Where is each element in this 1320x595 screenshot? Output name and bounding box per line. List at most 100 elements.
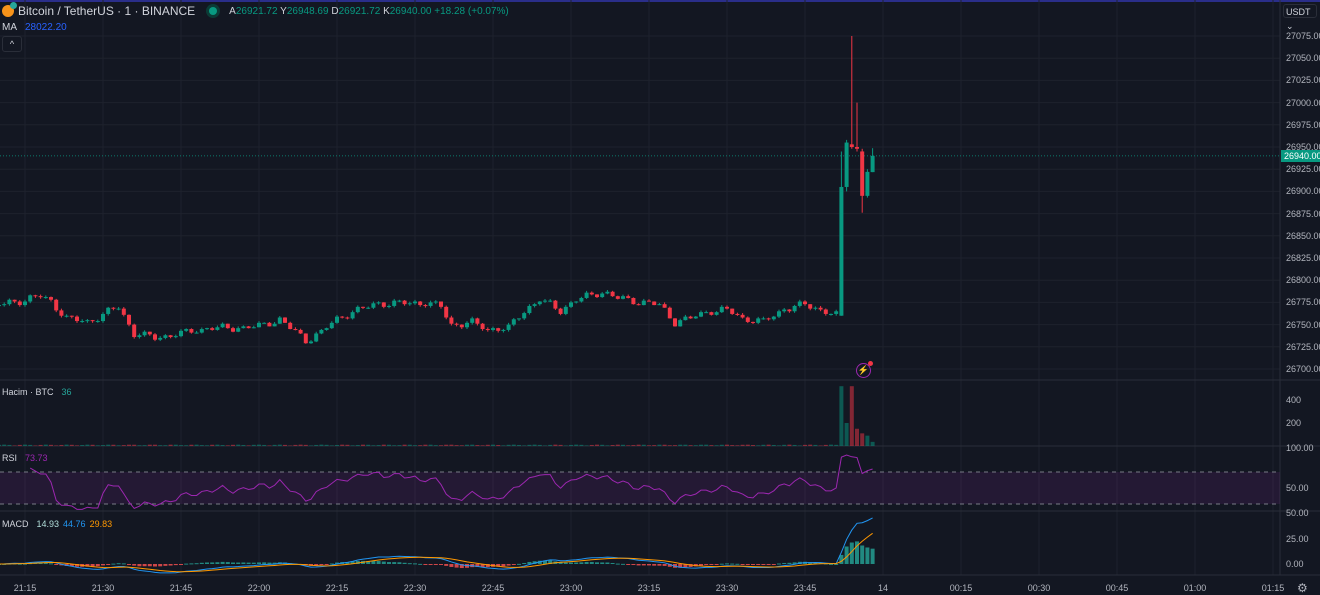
candle-body xyxy=(382,302,386,306)
volume-bar xyxy=(444,445,448,446)
candle-body xyxy=(101,314,105,321)
candle-body xyxy=(735,314,739,315)
candle-body xyxy=(507,325,511,330)
macd-histogram-bar xyxy=(782,563,786,564)
lightning-alert-icon[interactable]: ⚡ xyxy=(856,363,871,378)
candle-body xyxy=(621,296,625,299)
macd-label: MACD xyxy=(2,519,29,529)
candle-body xyxy=(80,321,84,322)
candle-body xyxy=(241,326,245,328)
price-tick: 26900.00 xyxy=(1286,186,1320,196)
macd-histogram-bar xyxy=(699,564,703,566)
volume-bar xyxy=(174,445,178,446)
macd-legend[interactable]: MACD 14.93 44.76 29.83 xyxy=(2,519,112,529)
volume-bar xyxy=(96,445,100,446)
candle-body xyxy=(699,312,703,316)
volume-bar xyxy=(210,445,214,446)
candle-body xyxy=(2,304,6,305)
macd-histogram-bar xyxy=(174,564,178,565)
candle-body xyxy=(137,335,141,337)
rsi-legend[interactable]: RSI 73.73 xyxy=(2,453,48,463)
candle-body xyxy=(631,298,635,304)
last-price-label: 26940.00 xyxy=(1281,150,1320,162)
macd-histogram-bar xyxy=(725,563,729,564)
candle-body xyxy=(741,315,745,318)
macd-histogram-bar xyxy=(148,564,152,566)
volume-bar xyxy=(569,445,573,446)
candle-body xyxy=(522,313,526,318)
volume-bar xyxy=(304,445,308,446)
volume-bar xyxy=(221,445,225,446)
volume-bar xyxy=(777,445,781,446)
candle-body xyxy=(559,309,563,314)
macd-histogram-bar xyxy=(200,563,204,564)
macd-histogram-bar xyxy=(741,564,745,565)
candle-body xyxy=(787,310,791,312)
macd-histogram-bar xyxy=(132,564,136,566)
symbol-title[interactable]: Bitcoin / TetherUS · 1 · BINANCE xyxy=(18,4,195,18)
macd-histogram-bar xyxy=(626,564,630,565)
volume-bar xyxy=(278,445,282,446)
candle-body xyxy=(465,323,469,327)
candle-body xyxy=(117,309,121,310)
candle-body xyxy=(538,302,542,305)
rsi-label: RSI xyxy=(2,453,17,463)
macd-axis-50: 50.00 xyxy=(1286,508,1309,518)
candle-body xyxy=(434,302,438,303)
volume-bar xyxy=(137,445,141,446)
currency-select[interactable]: USDT ⌄ xyxy=(1283,4,1317,18)
macd-histogram-bar xyxy=(387,562,391,564)
volume-bar xyxy=(574,445,578,446)
candle-body xyxy=(70,316,74,317)
chevron-up-icon[interactable]: ^ xyxy=(2,36,22,52)
candle-body xyxy=(143,332,147,336)
candle-body xyxy=(423,305,427,306)
candle-body xyxy=(460,325,464,328)
volume-bar xyxy=(699,445,703,446)
candle-body xyxy=(153,334,157,339)
candle-body xyxy=(413,302,417,304)
candle-body xyxy=(486,329,490,330)
volume-bar xyxy=(330,445,334,446)
macd-histogram-bar xyxy=(267,563,271,564)
price-tick: 26725.00 xyxy=(1286,342,1320,352)
volume-legend[interactable]: Hacim · BTC 36 xyxy=(2,387,72,397)
candle-body xyxy=(267,323,271,327)
macd-histogram-bar xyxy=(652,564,656,566)
volume-bar xyxy=(803,445,807,446)
candle-body xyxy=(637,304,641,305)
macd-histogram-bar xyxy=(205,562,209,564)
volume-bar xyxy=(761,445,765,446)
candle-body xyxy=(273,324,277,327)
volume-bar xyxy=(382,445,386,446)
volume-bar xyxy=(553,445,557,446)
candle-body xyxy=(158,338,162,340)
candle-body xyxy=(257,323,261,327)
candle-body xyxy=(356,307,360,312)
symbol-legend[interactable]: Bitcoin / TetherUS · 1 · BINANCE A26921.… xyxy=(2,4,509,18)
volume-bar xyxy=(267,445,271,446)
candle-body xyxy=(782,310,786,312)
ma-legend[interactable]: MA 28022.20 xyxy=(2,22,67,33)
candle-body xyxy=(829,314,833,315)
macd-histogram-bar xyxy=(715,564,719,565)
volume-bar xyxy=(91,445,95,446)
ohlc-values: A26921.72 Y26948.69 D26921.72 K26940.00 … xyxy=(229,6,509,17)
volume-bar xyxy=(616,445,620,446)
candle-body xyxy=(387,306,391,307)
time-tick: 00:30 xyxy=(1028,583,1051,593)
candle-body xyxy=(725,307,729,309)
macd-histogram-bar xyxy=(787,563,791,564)
candle-body xyxy=(319,330,323,334)
price-tick: 26875.00 xyxy=(1286,209,1320,219)
macd-histogram-bar xyxy=(865,547,869,564)
macd-histogram-bar xyxy=(101,564,105,565)
volume-bar xyxy=(449,445,453,446)
candle-body xyxy=(605,292,609,294)
time-tick: 01:15 xyxy=(1262,583,1285,593)
volume-bar xyxy=(0,445,1,446)
volume-bar xyxy=(626,445,630,446)
time-tick: 01:00 xyxy=(1184,583,1207,593)
macd-histogram-bar xyxy=(579,562,583,564)
